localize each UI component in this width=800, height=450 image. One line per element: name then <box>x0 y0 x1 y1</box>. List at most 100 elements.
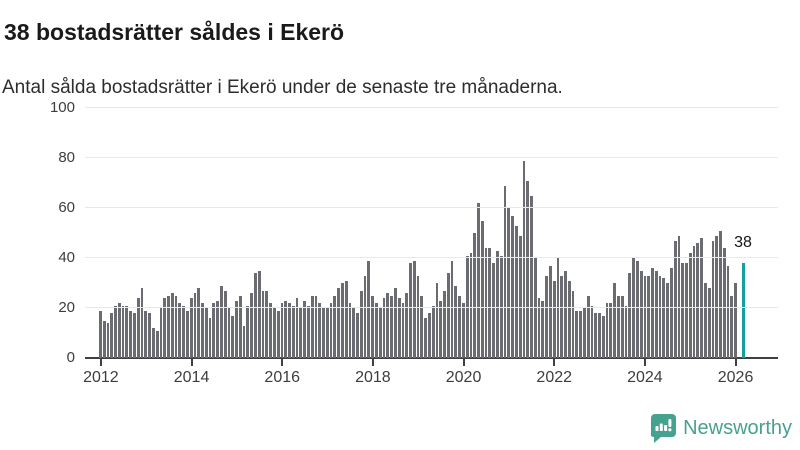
bar <box>696 243 700 358</box>
bar <box>635 260 639 358</box>
x-axis-tick-2022 <box>553 359 556 366</box>
bar <box>480 220 484 358</box>
bar <box>110 313 114 358</box>
bar <box>416 275 420 358</box>
bar <box>231 315 235 358</box>
bar <box>427 313 431 358</box>
bar <box>390 295 393 358</box>
bar <box>227 308 231 358</box>
bar <box>167 295 170 358</box>
x-axis-label-2022: 2022 <box>536 369 573 386</box>
bar <box>465 255 469 358</box>
bar <box>477 203 480 358</box>
bar <box>393 288 397 358</box>
bar <box>620 295 624 358</box>
gridline-y100 <box>85 107 778 108</box>
bar <box>685 263 688 358</box>
bar <box>632 258 635 358</box>
bar <box>382 298 386 358</box>
bar <box>571 290 575 358</box>
bar <box>503 185 507 358</box>
bar <box>688 253 692 358</box>
x-axis-tick-2020 <box>462 359 465 366</box>
bar <box>121 305 125 358</box>
bar <box>291 305 295 358</box>
bar <box>356 313 359 358</box>
bar <box>314 295 318 358</box>
bar <box>424 318 427 358</box>
bar <box>280 303 284 358</box>
bar <box>189 298 193 358</box>
bar <box>208 318 212 358</box>
y-axis-label-40: 40 <box>58 249 75 266</box>
bar <box>526 180 530 358</box>
gridline-y80 <box>85 157 778 158</box>
bar <box>359 290 363 358</box>
bar <box>322 308 325 358</box>
bar <box>299 308 303 358</box>
bar <box>643 275 647 358</box>
bar <box>624 305 628 358</box>
bar <box>397 298 401 358</box>
y-axis-label-60: 60 <box>58 199 75 216</box>
bar <box>692 245 696 358</box>
y-axis-label-80: 80 <box>58 149 75 166</box>
gridline-y60 <box>85 207 778 208</box>
newsworthy-logo-icon <box>651 414 677 443</box>
x-axis-tick-2026 <box>734 359 737 366</box>
bar <box>458 295 461 358</box>
x-axis-tick-2024 <box>643 359 646 366</box>
bar <box>333 295 337 358</box>
bar <box>288 303 291 358</box>
bar <box>567 280 571 358</box>
bar <box>174 295 178 358</box>
bar <box>136 298 140 358</box>
bar <box>473 233 477 358</box>
bar <box>522 160 526 358</box>
gridline-y40 <box>85 257 778 258</box>
bar <box>446 273 450 358</box>
bar <box>598 313 601 358</box>
bar <box>261 290 265 358</box>
bar <box>310 295 314 358</box>
bar <box>560 275 564 358</box>
x-axis-tick-2014 <box>190 359 193 366</box>
bar <box>590 305 594 358</box>
bar <box>409 263 412 358</box>
bar <box>715 235 719 358</box>
bar <box>238 295 242 358</box>
bar <box>306 305 310 358</box>
bar <box>666 283 669 358</box>
bar <box>601 315 605 358</box>
bar <box>658 275 662 358</box>
x-axis-label-2016: 2016 <box>264 369 301 386</box>
bar <box>102 320 106 358</box>
bar <box>496 250 499 358</box>
bar <box>484 248 488 358</box>
bar <box>371 295 375 358</box>
bar <box>140 288 144 358</box>
bar <box>133 313 136 358</box>
bar <box>420 295 424 358</box>
bar <box>201 303 204 358</box>
plot-area: 0 20 40 60 80 100 2012 2014 2016 2018 2020 2022 2024… <box>50 99 778 386</box>
bar <box>386 293 390 358</box>
bar <box>284 300 288 358</box>
bar <box>363 275 367 358</box>
bar <box>439 300 443 358</box>
bar <box>726 265 730 358</box>
bar <box>204 308 208 358</box>
bar <box>609 303 613 358</box>
bar <box>462 303 465 358</box>
bar <box>114 305 117 358</box>
bar <box>654 270 658 358</box>
bar <box>223 290 227 358</box>
bar <box>605 303 609 358</box>
bar <box>586 295 590 358</box>
x-axis-label-2012: 2012 <box>83 369 119 386</box>
bar <box>613 283 617 358</box>
bar <box>197 288 201 358</box>
bar <box>401 303 405 358</box>
bar <box>711 240 715 358</box>
bar <box>469 253 473 358</box>
